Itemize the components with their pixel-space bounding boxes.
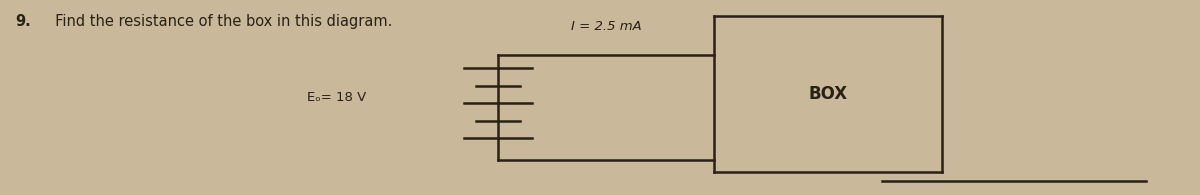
Text: BOX: BOX	[809, 85, 847, 103]
Text: Find the resistance of the box in this diagram.: Find the resistance of the box in this d…	[46, 14, 392, 29]
Text: Eₒ= 18 V: Eₒ= 18 V	[307, 91, 366, 104]
Text: 9.: 9.	[16, 14, 31, 29]
Text: I = 2.5 mA: I = 2.5 mA	[571, 20, 641, 33]
